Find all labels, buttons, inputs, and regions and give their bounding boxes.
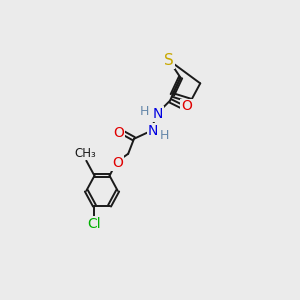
Text: H: H	[140, 105, 149, 118]
Text: CH₃: CH₃	[74, 147, 96, 160]
Text: N: N	[147, 124, 158, 138]
Text: N: N	[153, 107, 163, 121]
Text: O: O	[181, 100, 192, 113]
Text: H: H	[160, 129, 169, 142]
Text: S: S	[164, 53, 174, 68]
Text: O: O	[113, 126, 124, 140]
Text: O: O	[112, 156, 123, 170]
Text: Cl: Cl	[88, 217, 101, 231]
